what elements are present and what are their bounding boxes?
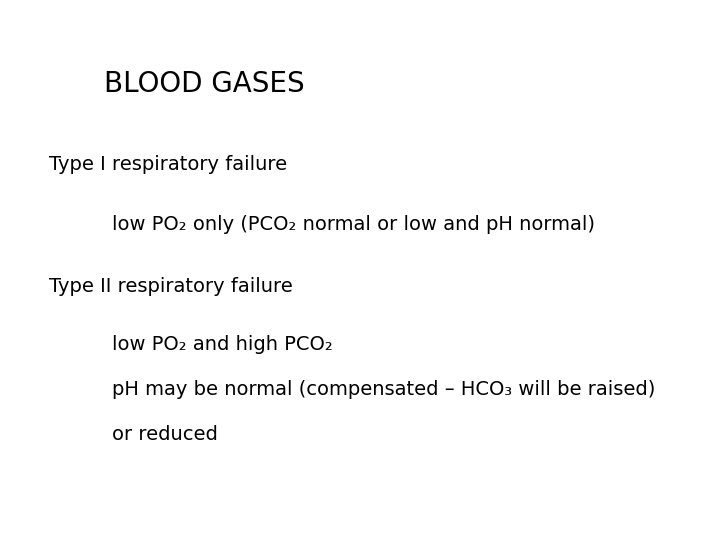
Text: low PO₂ and high PCO₂: low PO₂ and high PCO₂: [112, 335, 333, 354]
Text: Type I respiratory failure: Type I respiratory failure: [49, 155, 287, 174]
Text: BLOOD GASES: BLOOD GASES: [104, 70, 305, 98]
Text: low PO₂ only (PCO₂ normal or low and pH normal): low PO₂ only (PCO₂ normal or low and pH …: [112, 214, 595, 234]
Text: Type II respiratory failure: Type II respiratory failure: [49, 276, 293, 296]
Text: or reduced: or reduced: [112, 425, 217, 444]
Text: pH may be normal (compensated – HCO₃ will be raised): pH may be normal (compensated – HCO₃ wil…: [112, 380, 655, 400]
